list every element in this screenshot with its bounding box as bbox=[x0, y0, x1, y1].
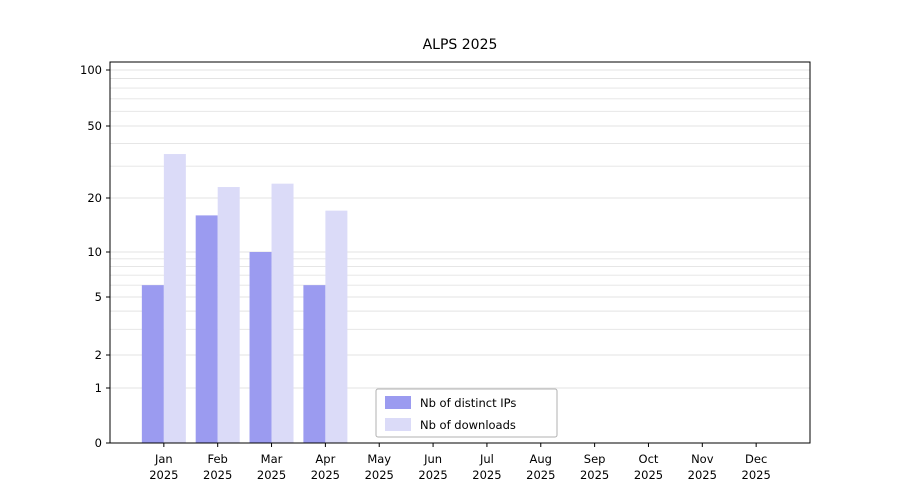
x-tick-label-year: 2025 bbox=[472, 468, 501, 482]
x-tick-label-month: Dec bbox=[745, 452, 767, 466]
bar-nb-of-distinct-ips bbox=[249, 252, 272, 443]
x-tick-label-year: 2025 bbox=[418, 468, 447, 482]
x-tick-label-month: Jul bbox=[479, 452, 494, 466]
x-tick-label-year: 2025 bbox=[688, 468, 717, 482]
x-tick-label-month: Apr bbox=[315, 452, 335, 466]
y-tick-label: 50 bbox=[87, 119, 102, 133]
bar-nb-of-downloads bbox=[271, 183, 294, 444]
y-tick-label: 0 bbox=[95, 436, 102, 450]
x-tick-label-month: Sep bbox=[584, 452, 606, 466]
legend-label: Nb of distinct IPs bbox=[420, 396, 516, 410]
x-tick-label-year: 2025 bbox=[365, 468, 394, 482]
x-tick-label-month: Jan bbox=[154, 452, 173, 466]
x-tick-label-year: 2025 bbox=[203, 468, 232, 482]
bar-nb-of-downloads bbox=[325, 210, 348, 443]
x-tick-label-month: Aug bbox=[530, 452, 552, 466]
x-tick-label-year: 2025 bbox=[742, 468, 771, 482]
bar-nb-of-downloads bbox=[217, 187, 240, 443]
x-tick-label-year: 2025 bbox=[634, 468, 663, 482]
y-tick-label: 1 bbox=[95, 381, 102, 395]
x-tick-label-year: 2025 bbox=[257, 468, 286, 482]
legend-box bbox=[375, 388, 558, 438]
bar-nb-of-downloads bbox=[163, 154, 186, 444]
legend-swatch bbox=[385, 396, 411, 409]
x-tick-label-year: 2025 bbox=[311, 468, 340, 482]
x-tick-label-month: Oct bbox=[639, 452, 659, 466]
chart-title: ALPS 2025 bbox=[422, 37, 498, 53]
bar-nb-of-distinct-ips bbox=[195, 215, 218, 443]
y-tick-label: 2 bbox=[95, 348, 102, 362]
x-tick-label-month: Jun bbox=[423, 452, 442, 466]
x-tick-label-year: 2025 bbox=[149, 468, 178, 482]
x-tick-label-month: Nov bbox=[691, 452, 714, 466]
y-tick-label: 5 bbox=[95, 290, 102, 304]
bar-nb-of-distinct-ips bbox=[303, 285, 326, 443]
y-tick-label: 20 bbox=[87, 191, 102, 205]
y-tick-label: 10 bbox=[87, 245, 102, 259]
bar-nb-of-distinct-ips bbox=[141, 285, 164, 443]
legend-swatch bbox=[385, 418, 411, 431]
x-tick-label-month: Mar bbox=[261, 452, 283, 466]
legend-label: Nb of downloads bbox=[420, 418, 516, 432]
x-tick-label-year: 2025 bbox=[526, 468, 555, 482]
x-tick-label-month: Feb bbox=[208, 452, 228, 466]
x-tick-label-year: 2025 bbox=[580, 468, 609, 482]
y-tick-label: 100 bbox=[80, 63, 102, 77]
x-tick-label-month: May bbox=[367, 452, 391, 466]
